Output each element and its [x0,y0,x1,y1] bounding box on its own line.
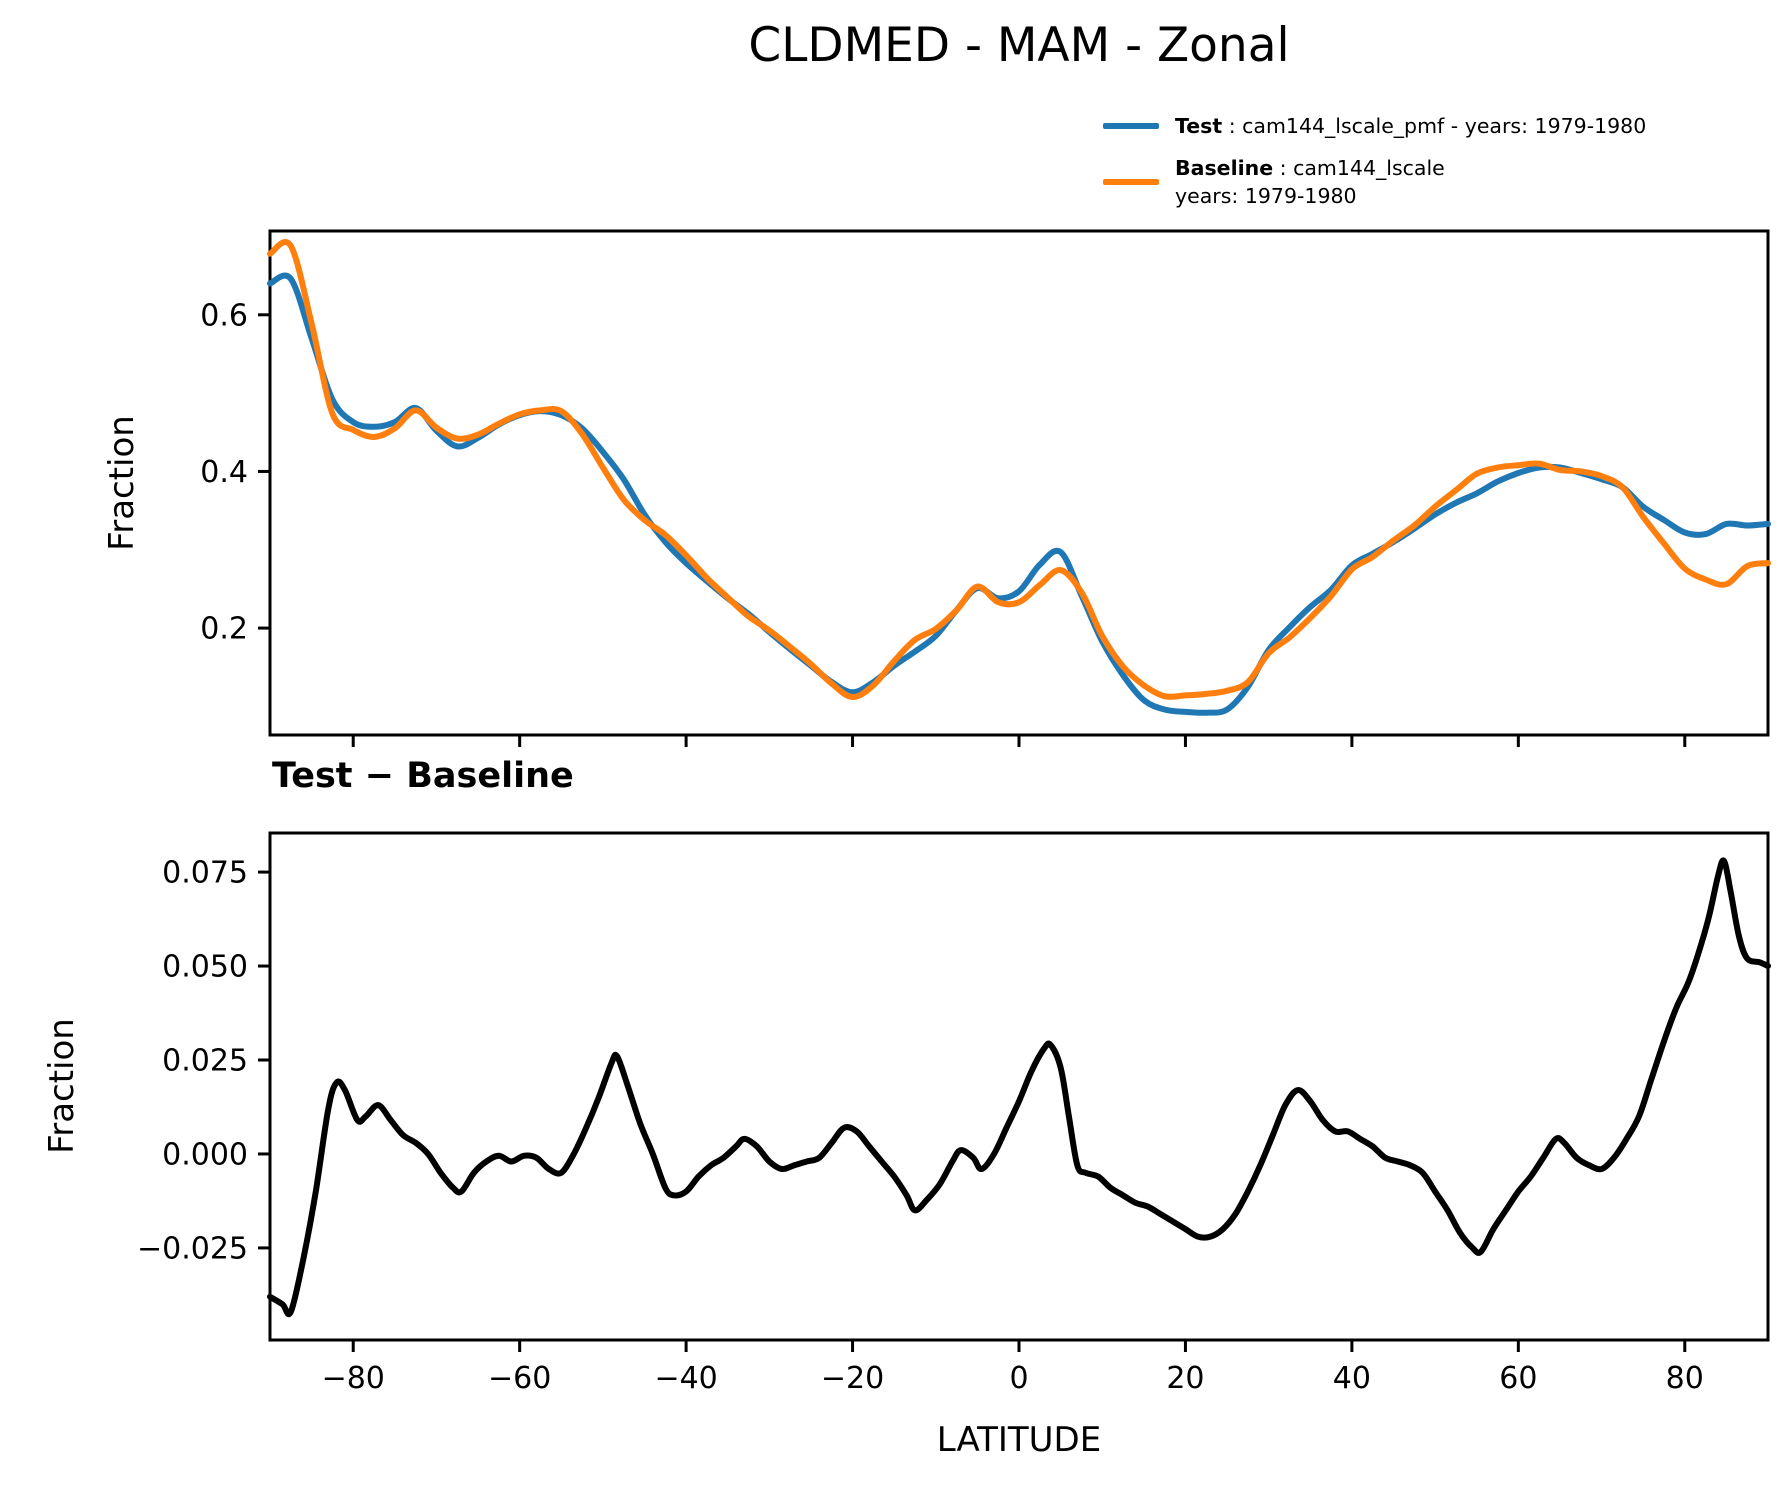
y-axis-tick-label: 0.050 [162,950,248,985]
series-line-test-baseline [267,857,1771,1318]
series-line-test [267,272,1771,716]
diff-panel-title: Test − Baseline [272,756,574,796]
legend-test-name: Test [1175,114,1223,138]
legend: Test : cam144_lscale_pmf - years: 1979-1… [1103,112,1646,224]
axes-box [268,831,1770,1342]
legend-entry-baseline: Baseline : cam144_lscale years: 1979-198… [1103,154,1646,210]
page-title: CLDMED - MAM - Zonal [748,18,1290,73]
x-axis-tick-label: −20 [821,1361,884,1396]
legend-test-label: Test : cam144_lscale_pmf - years: 1979-1… [1175,112,1646,140]
legend-baseline-name: Baseline [1175,156,1274,180]
legend-baseline-swatch [1103,179,1159,185]
x-axis-tick-label: 0 [1009,1361,1028,1396]
y-axis-label-top: Fraction [102,415,142,551]
x-axis-tick-label: 80 [1666,1361,1704,1396]
legend-test-detail: : cam144_lscale_pmf - years: 1979-1980 [1222,114,1647,138]
x-axis-tick-label: 40 [1333,1361,1371,1396]
y-axis-label-bottom: Fraction [42,1018,82,1154]
x-axis-label: LATITUDE [936,1420,1102,1460]
legend-test-swatch [1103,123,1159,129]
x-axis-tick-label: −40 [654,1361,717,1396]
x-axis-tick-label: 60 [1499,1361,1537,1396]
x-axis-tick-label: 20 [1166,1361,1204,1396]
y-axis-tick-label: 0.4 [200,455,248,490]
axes-box [268,229,1770,737]
y-axis-tick-label: 0.025 [162,1044,248,1079]
y-axis-tick-label: 0.075 [162,856,248,891]
legend-baseline-detail-line2: years: 1979-1980 [1175,184,1357,208]
legend-entry-test: Test : cam144_lscale_pmf - years: 1979-1… [1103,112,1646,140]
y-axis-tick-label: 0.000 [162,1137,248,1172]
legend-baseline-detail: : cam144_lscale [1273,156,1445,180]
series-line-baseline [267,239,1771,700]
y-axis-tick-label: −0.025 [137,1231,248,1266]
y-axis-tick-label: 0.2 [200,612,248,647]
y-axis-tick-label: 0.6 [200,298,248,333]
x-axis-tick-label: −60 [488,1361,551,1396]
legend-baseline-label: Baseline : cam144_lscale years: 1979-198… [1175,154,1445,210]
x-axis-tick-label: −80 [322,1361,385,1396]
